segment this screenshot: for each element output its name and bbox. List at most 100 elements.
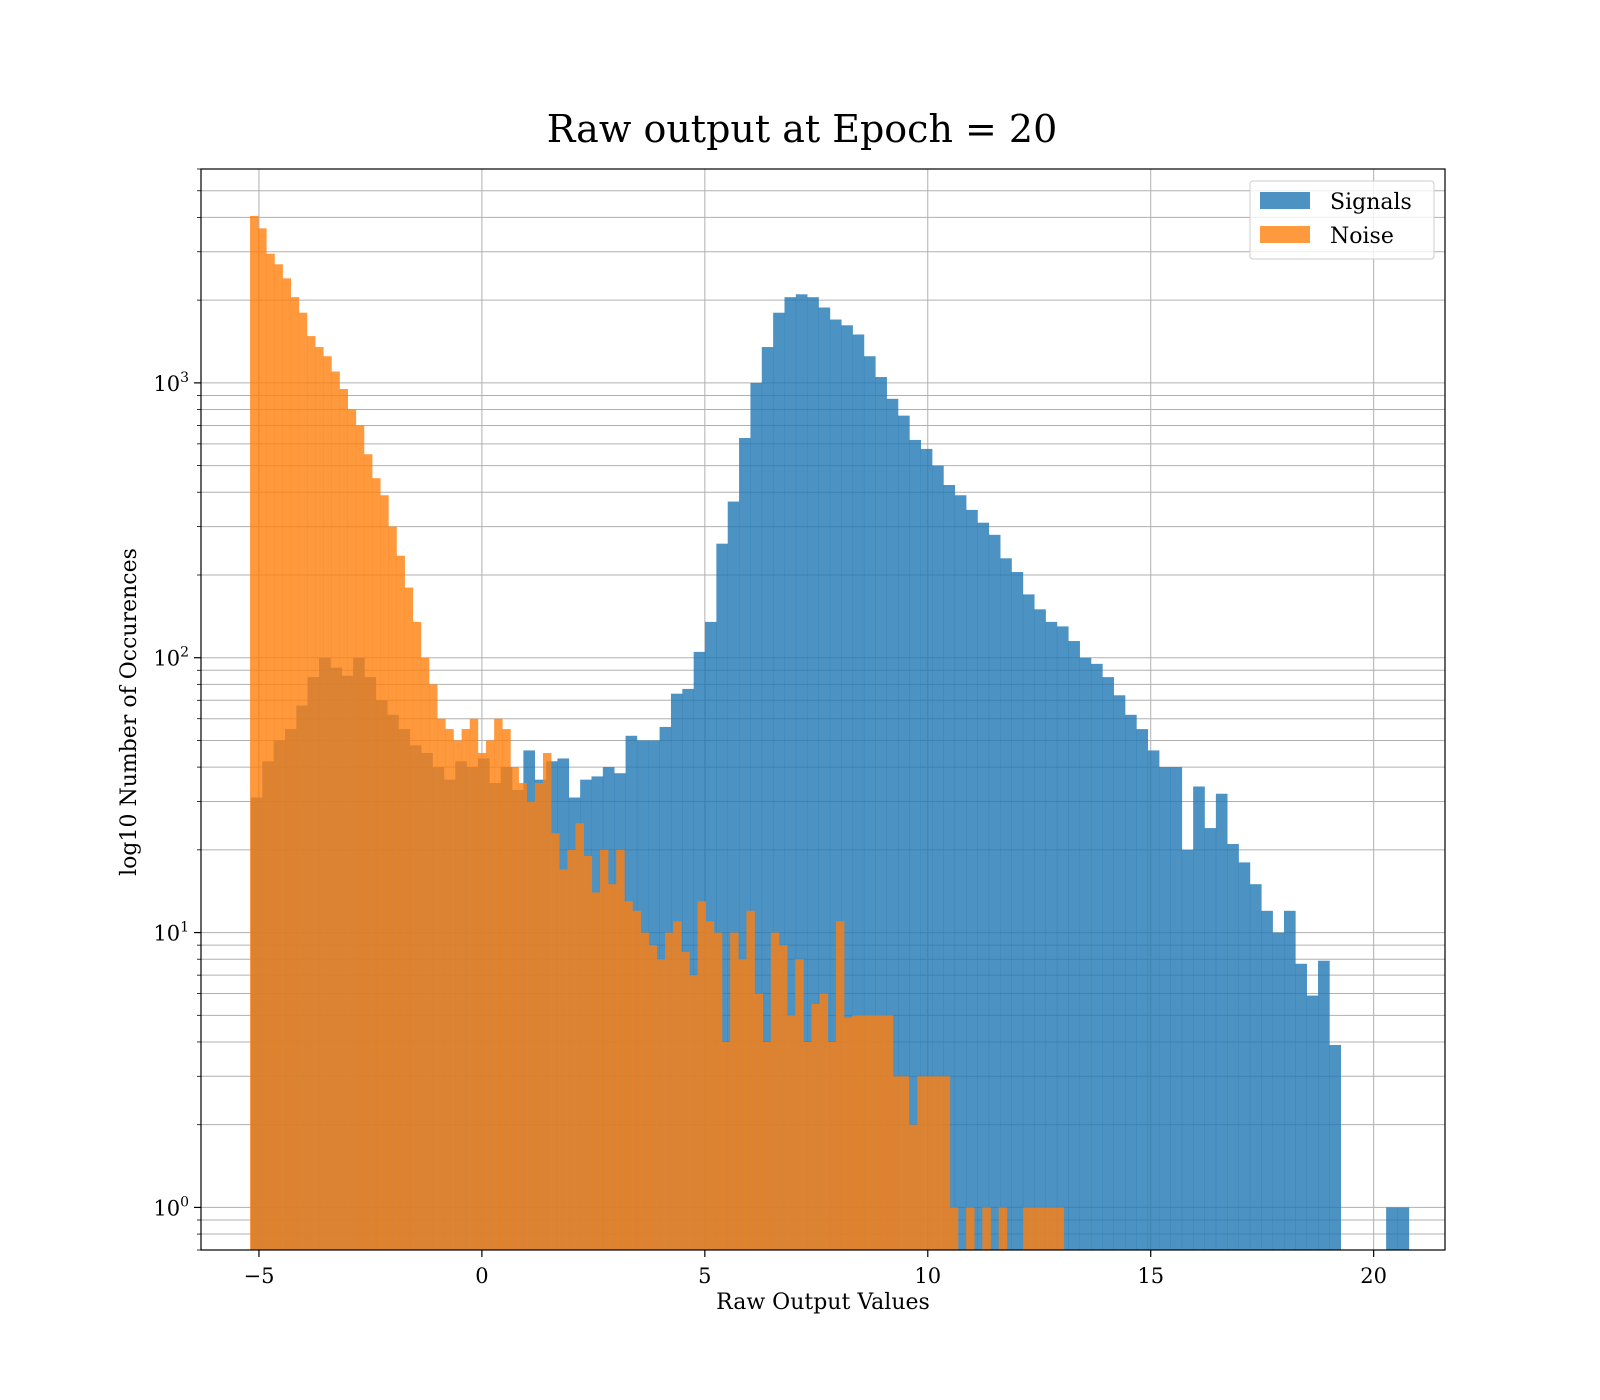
signals-bar [852, 334, 865, 1251]
signals-bar [1283, 910, 1296, 1250]
y-tick-label: 101 [153, 920, 189, 946]
noise-bar [412, 621, 422, 1250]
noise-bar [852, 1015, 861, 1250]
noise-bar [925, 1076, 934, 1250]
signals-bar [1022, 594, 1035, 1250]
signals-bar [954, 495, 967, 1250]
signals-bar [932, 465, 944, 1250]
noise-bar [966, 1207, 975, 1250]
signals-bar [761, 347, 774, 1250]
noise-bar [542, 753, 552, 1250]
signals-bar [988, 534, 1001, 1250]
signals-bar [886, 398, 899, 1250]
noise-bar [510, 767, 519, 1250]
y-tick-label: 103 [153, 370, 189, 396]
noise-bar [819, 993, 829, 1250]
signals-bar [1306, 995, 1319, 1250]
noise-bar [583, 855, 593, 1250]
noise-bar [339, 389, 348, 1250]
signals-bar [1011, 572, 1024, 1250]
noise-bar [599, 849, 609, 1250]
noise-bar [608, 884, 617, 1250]
noise-bar [445, 729, 454, 1250]
noise-bar [534, 783, 544, 1250]
signals-bar [1136, 729, 1149, 1250]
signals-bar [1170, 767, 1183, 1250]
noise-bar [901, 1076, 910, 1250]
signals-bar [1261, 910, 1273, 1250]
noise-bar [746, 910, 755, 1250]
signals-bar [1193, 786, 1205, 1250]
signals-bar [1181, 849, 1194, 1250]
noise-bar [469, 718, 479, 1250]
noise-bar [258, 228, 267, 1250]
noise-bar [697, 901, 707, 1250]
signals-bar [807, 297, 819, 1250]
signals-bar [1227, 844, 1239, 1250]
noise-bar [632, 910, 641, 1250]
noise-bar [1039, 1207, 1048, 1250]
noise-bar [1055, 1207, 1065, 1250]
x-axis-ticks: −5 0 5 10 15 20 [243, 1250, 1387, 1288]
signals-bar [1056, 626, 1069, 1250]
noise-bar [844, 1017, 853, 1250]
legend-swatch-noise [1260, 226, 1310, 243]
legend-label-signals: Signals [1330, 190, 1412, 215]
noise-bar [518, 783, 528, 1250]
noise-bar [730, 932, 739, 1250]
signals-bar [773, 312, 785, 1251]
signals-bar [875, 377, 887, 1250]
signals-bar [943, 485, 956, 1250]
signals-bar [1295, 963, 1307, 1250]
x-tick-label: 10 [914, 1264, 941, 1288]
noise-bar [673, 921, 682, 1250]
noise-bar [705, 921, 715, 1250]
noise-bar [811, 1003, 820, 1250]
noise-bar [551, 833, 560, 1250]
signals-bar [909, 439, 922, 1250]
noise-bar [437, 718, 446, 1250]
noise-bar [909, 1124, 918, 1250]
noise-bar [420, 657, 430, 1250]
noise-bar [355, 425, 365, 1250]
noise-bar [1023, 1207, 1032, 1250]
y-tick-label: 102 [153, 645, 189, 671]
signals-bar [1125, 714, 1137, 1250]
signals-bar [863, 356, 876, 1250]
noise-bar [404, 587, 414, 1250]
noise-bar [770, 932, 780, 1250]
noise-bar [917, 1076, 926, 1250]
noise-bar [282, 278, 292, 1250]
noise-bar [477, 753, 487, 1250]
signals-bar [1238, 862, 1251, 1250]
signals-bar [784, 297, 797, 1250]
noise-bar [616, 849, 625, 1250]
signals-bar [1113, 695, 1126, 1250]
x-tick-label: 15 [1137, 1264, 1164, 1288]
signals-bar [1090, 663, 1103, 1250]
x-tick-label: 0 [475, 1264, 488, 1288]
noise-bar [274, 264, 283, 1250]
noise-bar [892, 1076, 902, 1250]
signals-bar [920, 448, 933, 1250]
noise-bar [1047, 1207, 1056, 1250]
noise-bar [795, 959, 804, 1250]
noise-bar [266, 253, 275, 1251]
noise-bar [494, 718, 503, 1250]
signals-bar [1249, 884, 1262, 1250]
signals-bar [727, 501, 740, 1250]
noise-bar [876, 1015, 886, 1250]
signals-bar [750, 382, 763, 1250]
y-tick-label: 100 [153, 1194, 189, 1220]
legend-label-noise: Noise [1330, 224, 1394, 249]
signals-bar [841, 325, 853, 1250]
signals-bar [739, 438, 751, 1250]
signals-bar [1045, 621, 1058, 1250]
signals-bar [977, 522, 990, 1250]
noise-bar [250, 215, 259, 1250]
noise-bar [998, 1207, 1008, 1250]
legend-swatch-signals [1260, 192, 1310, 209]
x-tick-label: 5 [698, 1264, 711, 1288]
x-axis-label: Raw Output Values [716, 1290, 930, 1315]
